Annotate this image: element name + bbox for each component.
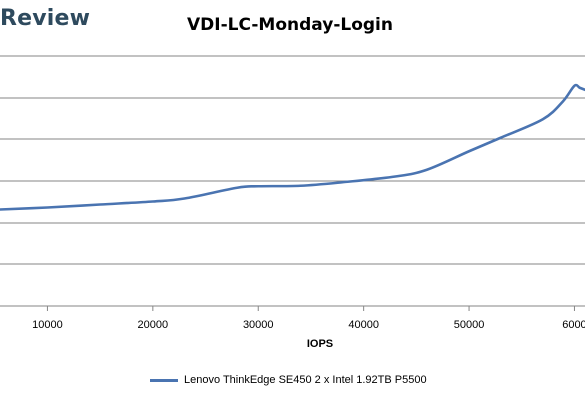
legend-label: Lenovo ThinkEdge SE450 2 x Intel 1.92TB … [184,374,427,386]
brand-logo-text: Review [0,6,91,31]
legend-swatch [150,378,178,382]
x-tick-label: 50000 [454,319,485,331]
x-ticks: 10000 20000 30000 40000 50000 6000 [32,306,585,331]
x-tick-label: 6000 [562,319,585,331]
x-tick-label: 20000 [138,319,169,331]
x-tick-label: 10000 [32,319,63,331]
series-group [0,83,585,211]
x-axis-label: IOPS [306,338,334,350]
x-tick-label: 40000 [348,319,379,331]
gridlines [0,55,585,265]
chart-title: VDI-LC-Monday-Login [187,15,393,35]
legend: Lenovo ThinkEdge SE450 2 x Intel 1.92TB … [150,374,427,386]
series-line-0 [0,83,585,211]
x-tick-label: 30000 [243,319,274,331]
